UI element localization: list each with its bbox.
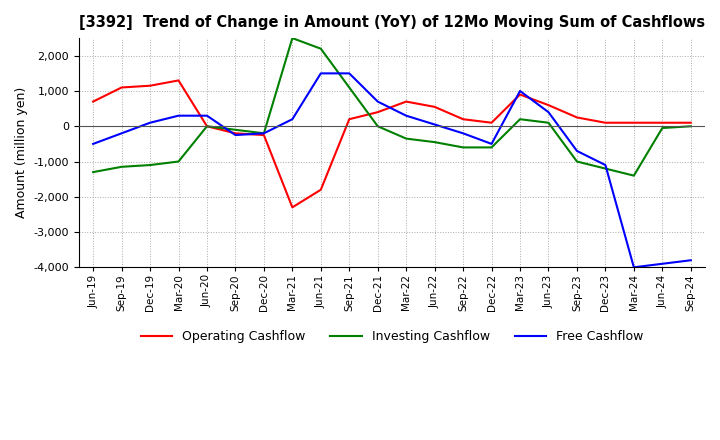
Investing Cashflow — [317, 46, 325, 51]
Investing Cashflow — [658, 125, 667, 131]
Line: Operating Cashflow: Operating Cashflow — [93, 81, 690, 207]
Operating Cashflow — [487, 120, 496, 125]
Free Cashflow — [658, 261, 667, 266]
Operating Cashflow — [601, 120, 610, 125]
Free Cashflow — [260, 131, 269, 136]
Operating Cashflow — [402, 99, 410, 104]
Free Cashflow — [431, 122, 439, 127]
Investing Cashflow — [288, 36, 297, 41]
Operating Cashflow — [658, 120, 667, 125]
Operating Cashflow — [288, 205, 297, 210]
Operating Cashflow — [89, 99, 97, 104]
Free Cashflow — [345, 71, 354, 76]
Operating Cashflow — [345, 117, 354, 122]
Investing Cashflow — [202, 124, 211, 129]
Operating Cashflow — [686, 120, 695, 125]
Operating Cashflow — [202, 124, 211, 129]
Free Cashflow — [402, 113, 410, 118]
Free Cashflow — [516, 88, 524, 94]
Investing Cashflow — [686, 124, 695, 129]
Operating Cashflow — [231, 131, 240, 136]
Investing Cashflow — [374, 124, 382, 129]
Free Cashflow — [231, 132, 240, 138]
Y-axis label: Amount (million yen): Amount (million yen) — [15, 87, 28, 218]
Operating Cashflow — [260, 132, 269, 138]
Operating Cashflow — [374, 110, 382, 115]
Investing Cashflow — [260, 131, 269, 136]
Investing Cashflow — [459, 145, 467, 150]
Investing Cashflow — [89, 169, 97, 175]
Investing Cashflow — [117, 164, 126, 169]
Investing Cashflow — [174, 159, 183, 164]
Free Cashflow — [89, 141, 97, 147]
Line: Investing Cashflow: Investing Cashflow — [93, 38, 690, 176]
Operating Cashflow — [117, 85, 126, 90]
Investing Cashflow — [431, 139, 439, 145]
Investing Cashflow — [601, 166, 610, 171]
Free Cashflow — [288, 117, 297, 122]
Free Cashflow — [202, 113, 211, 118]
Title: [3392]  Trend of Change in Amount (YoY) of 12Mo Moving Sum of Cashflows: [3392] Trend of Change in Amount (YoY) o… — [79, 15, 705, 30]
Investing Cashflow — [402, 136, 410, 141]
Free Cashflow — [572, 148, 581, 154]
Free Cashflow — [686, 257, 695, 263]
Free Cashflow — [487, 141, 496, 147]
Investing Cashflow — [629, 173, 638, 178]
Operating Cashflow — [572, 115, 581, 120]
Operating Cashflow — [317, 187, 325, 192]
Investing Cashflow — [487, 145, 496, 150]
Free Cashflow — [145, 120, 154, 125]
Free Cashflow — [117, 131, 126, 136]
Investing Cashflow — [145, 162, 154, 168]
Free Cashflow — [601, 162, 610, 168]
Free Cashflow — [544, 110, 553, 115]
Line: Free Cashflow: Free Cashflow — [93, 73, 690, 268]
Free Cashflow — [459, 131, 467, 136]
Investing Cashflow — [345, 85, 354, 90]
Operating Cashflow — [431, 104, 439, 110]
Investing Cashflow — [544, 120, 553, 125]
Operating Cashflow — [516, 92, 524, 97]
Operating Cashflow — [174, 78, 183, 83]
Operating Cashflow — [544, 103, 553, 108]
Investing Cashflow — [516, 117, 524, 122]
Operating Cashflow — [459, 117, 467, 122]
Free Cashflow — [174, 113, 183, 118]
Free Cashflow — [629, 265, 638, 270]
Investing Cashflow — [572, 159, 581, 164]
Legend: Operating Cashflow, Investing Cashflow, Free Cashflow: Operating Cashflow, Investing Cashflow, … — [135, 325, 648, 348]
Investing Cashflow — [231, 127, 240, 132]
Free Cashflow — [374, 99, 382, 104]
Operating Cashflow — [629, 120, 638, 125]
Operating Cashflow — [145, 83, 154, 88]
Free Cashflow — [317, 71, 325, 76]
